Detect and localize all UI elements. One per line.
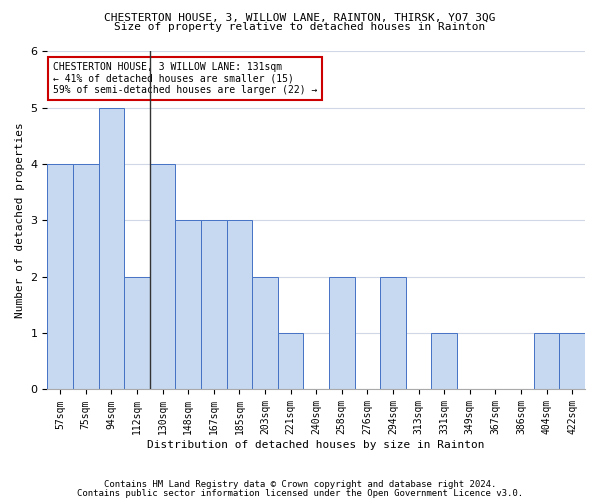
Bar bbox=[47, 164, 73, 390]
Bar bbox=[227, 220, 252, 390]
Bar bbox=[329, 277, 355, 390]
Text: CHESTERTON HOUSE, 3 WILLOW LANE: 131sqm
← 41% of detached houses are smaller (15: CHESTERTON HOUSE, 3 WILLOW LANE: 131sqm … bbox=[53, 62, 317, 95]
Bar bbox=[559, 333, 585, 390]
Bar bbox=[73, 164, 98, 390]
Bar bbox=[124, 277, 150, 390]
Bar bbox=[252, 277, 278, 390]
Bar bbox=[278, 333, 304, 390]
X-axis label: Distribution of detached houses by size in Rainton: Distribution of detached houses by size … bbox=[148, 440, 485, 450]
Text: CHESTERTON HOUSE, 3, WILLOW LANE, RAINTON, THIRSK, YO7 3QG: CHESTERTON HOUSE, 3, WILLOW LANE, RAINTO… bbox=[104, 12, 496, 22]
Text: Size of property relative to detached houses in Rainton: Size of property relative to detached ho… bbox=[115, 22, 485, 32]
Bar bbox=[175, 220, 201, 390]
Text: Contains public sector information licensed under the Open Government Licence v3: Contains public sector information licen… bbox=[77, 489, 523, 498]
Bar bbox=[380, 277, 406, 390]
Bar bbox=[98, 108, 124, 390]
Bar bbox=[534, 333, 559, 390]
Bar bbox=[431, 333, 457, 390]
Bar bbox=[150, 164, 175, 390]
Bar bbox=[201, 220, 227, 390]
Text: Contains HM Land Registry data © Crown copyright and database right 2024.: Contains HM Land Registry data © Crown c… bbox=[104, 480, 496, 489]
Y-axis label: Number of detached properties: Number of detached properties bbox=[15, 122, 25, 318]
